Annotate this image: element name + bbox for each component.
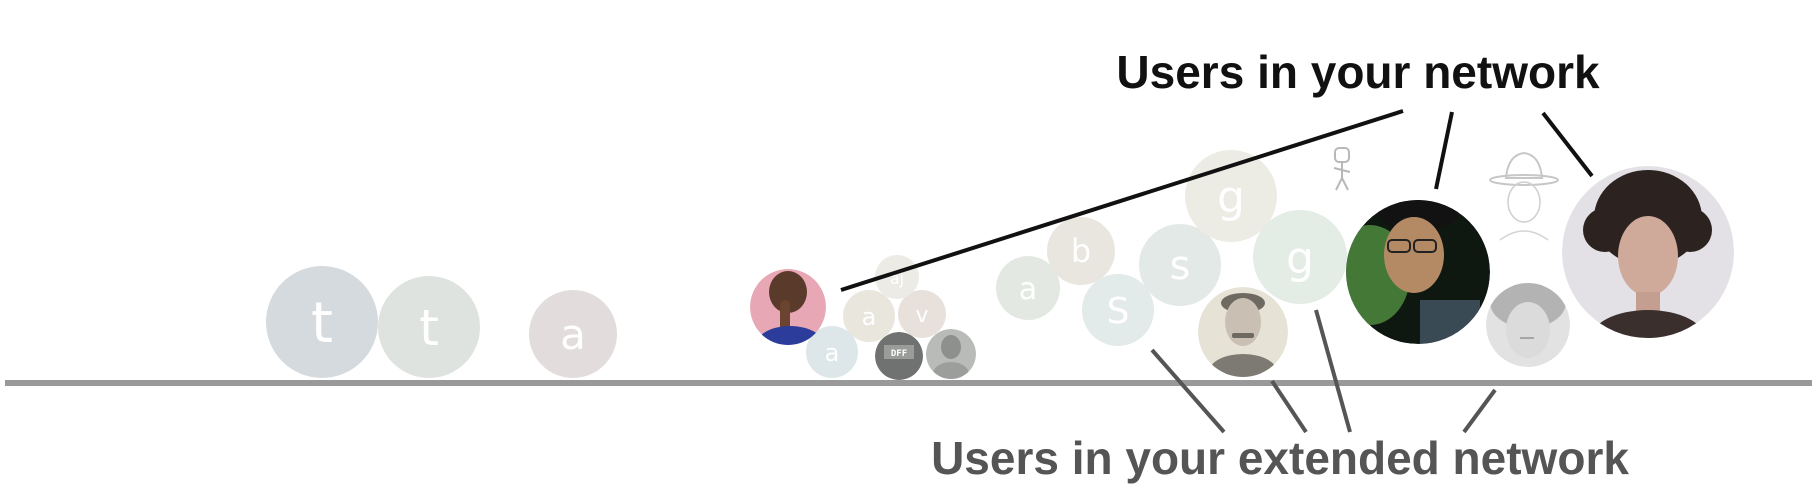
letter-avatar[interactable]: a — [806, 326, 858, 378]
extended-leader-line — [1314, 309, 1352, 433]
user-photo-mustache-icon[interactable] — [1198, 287, 1288, 390]
avatar-letter: a — [560, 310, 586, 359]
extended-leader-line — [1150, 348, 1226, 434]
avatar-letter: S — [1107, 291, 1130, 332]
avatar-letter: t — [311, 291, 333, 356]
avatar-letter: g — [1217, 172, 1245, 223]
user-photo-blond-icon[interactable] — [1486, 276, 1570, 367]
avatar-letter: t — [419, 299, 439, 357]
user-sketch-robot-icon[interactable] — [1333, 147, 1351, 191]
letter-avatar[interactable]: s — [1139, 224, 1221, 306]
letter-avatar[interactable]: g — [1253, 210, 1347, 304]
user-sketch-hat-icon[interactable] — [1489, 151, 1559, 241]
user-photo-dark-icon[interactable]: DFF — [875, 332, 923, 380]
letter-avatar[interactable]: b — [1047, 217, 1115, 285]
avatar-letter: v — [915, 303, 928, 328]
avatar-letter: a — [862, 303, 877, 331]
letter-avatar[interactable]: a — [996, 256, 1060, 320]
network-leader-line — [840, 109, 1404, 292]
letter-avatar[interactable]: v — [898, 290, 946, 338]
letter-avatar[interactable]: t — [266, 266, 378, 378]
avatar-letter: s — [1170, 243, 1191, 289]
letter-avatar[interactable]: S — [1082, 274, 1154, 346]
avatar-letter: g — [1286, 233, 1314, 284]
avatar-letter: a — [825, 339, 840, 367]
user-photo-braid-icon[interactable] — [750, 269, 826, 370]
extended-network-label: Users in your extended network — [931, 432, 1629, 484]
extended-leader-line — [1270, 379, 1308, 434]
user-photo-glasses-icon[interactable] — [1330, 192, 1490, 350]
network-leader-line — [1434, 111, 1454, 190]
user-photo-grey-icon[interactable] — [926, 329, 976, 386]
network-leader-line — [1541, 111, 1594, 178]
extended-leader-line — [1462, 388, 1497, 434]
letter-avatar[interactable]: a — [843, 290, 895, 342]
user-photo-curly-icon[interactable] — [1562, 166, 1734, 370]
svg-text:DFF: DFF — [891, 349, 907, 359]
letter-avatar[interactable]: t — [378, 276, 480, 378]
letter-avatar[interactable]: a — [529, 290, 617, 378]
network-label: Users in your network — [1116, 46, 1600, 98]
avatar-letter: a — [1019, 272, 1037, 307]
avatar-letter: b — [1071, 232, 1091, 270]
